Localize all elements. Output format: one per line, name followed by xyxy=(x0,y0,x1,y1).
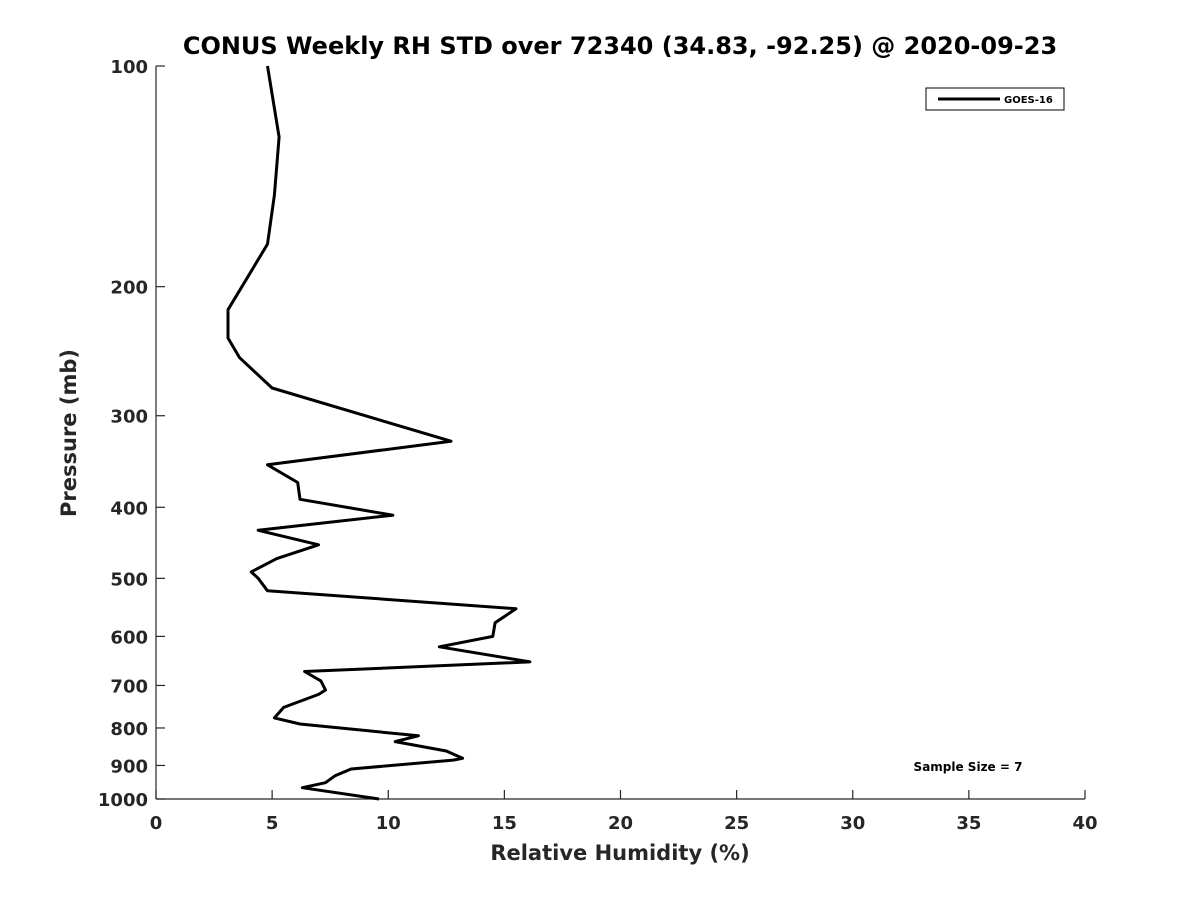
y-tick-label: 200 xyxy=(110,278,148,299)
plot-area: 0 5 10 15 20 25 30 35 40 100 200 300 400 500 600 700 800… xyxy=(98,57,1098,834)
y-tick-label: 500 xyxy=(110,569,148,590)
y-tick-label: 600 xyxy=(110,627,148,648)
y-tick-label: 700 xyxy=(110,676,148,697)
sample-size-annotation: Sample Size = 7 xyxy=(914,760,1023,774)
legend: GOES-16 xyxy=(925,87,1065,111)
x-axis-label: Relative Humidity (%) xyxy=(490,841,749,865)
chart-title: CONUS Weekly RH STD over 72340 (34.83, -… xyxy=(183,32,1057,60)
y-tick-label: 300 xyxy=(110,407,148,428)
x-tick-label: 5 xyxy=(266,813,279,834)
y-tick-label: 800 xyxy=(110,719,148,740)
legend-label-goes-16: GOES-16 xyxy=(1004,95,1053,106)
x-tick-label: 15 xyxy=(492,813,517,834)
y-axis-label: Pressure (mb) xyxy=(57,349,81,517)
x-tick-label: 0 xyxy=(150,813,163,834)
x-tick-label: 30 xyxy=(840,813,865,834)
x-tick-label: 35 xyxy=(956,813,981,834)
y-tick-label: 100 xyxy=(110,57,148,78)
y-tick-label: 1000 xyxy=(98,790,148,811)
y-tick-label: 900 xyxy=(110,756,148,777)
series-line-goes-16 xyxy=(226,65,532,801)
y-tick-label: 400 xyxy=(110,498,148,519)
x-tick-label: 10 xyxy=(376,813,401,834)
x-tick-label: 40 xyxy=(1072,813,1097,834)
x-tick-label: 20 xyxy=(608,813,633,834)
x-tick-label: 25 xyxy=(724,813,749,834)
